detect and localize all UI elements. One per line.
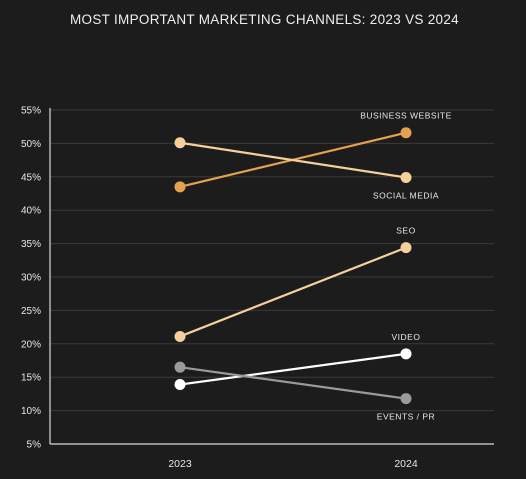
chart-title: MOST IMPORTANT MARKETING CHANNELS: 2023 … [70, 12, 459, 27]
data-point [400, 242, 412, 254]
data-point [174, 330, 186, 342]
data-point [174, 137, 186, 149]
series-line [178, 246, 408, 338]
series-label: SOCIAL MEDIA [373, 190, 439, 200]
data-point [400, 348, 412, 360]
data-point [400, 393, 412, 405]
y-tick-label: 5% [27, 440, 42, 451]
series-label: BUSINESS WEBSITE [360, 111, 452, 121]
data-point [174, 181, 186, 193]
y-tick-label: 40% [21, 206, 41, 217]
series-label: SEO [396, 226, 415, 236]
x-tick-label: 2023 [168, 458, 192, 470]
y-tick-label: 30% [21, 273, 41, 284]
y-tick-label: 20% [21, 339, 41, 350]
series-line [178, 352, 408, 386]
y-tick-label: 25% [21, 306, 41, 317]
data-point [174, 379, 186, 391]
y-tick-label: 35% [21, 239, 41, 250]
y-tick-label: 55% [21, 106, 41, 117]
y-tick-label: 10% [21, 406, 41, 417]
y-tick-label: 15% [21, 373, 41, 384]
x-tick-label: 2024 [394, 458, 418, 470]
series-line [178, 366, 408, 400]
data-point [400, 171, 412, 183]
series-label: EVENTS / PR [377, 412, 435, 422]
data-point [174, 361, 186, 373]
y-tick-label: 45% [21, 172, 41, 183]
data-point [400, 127, 412, 139]
series-label: VIDEO [392, 332, 421, 342]
y-tick-label: 50% [21, 139, 41, 150]
series-line [178, 141, 408, 179]
